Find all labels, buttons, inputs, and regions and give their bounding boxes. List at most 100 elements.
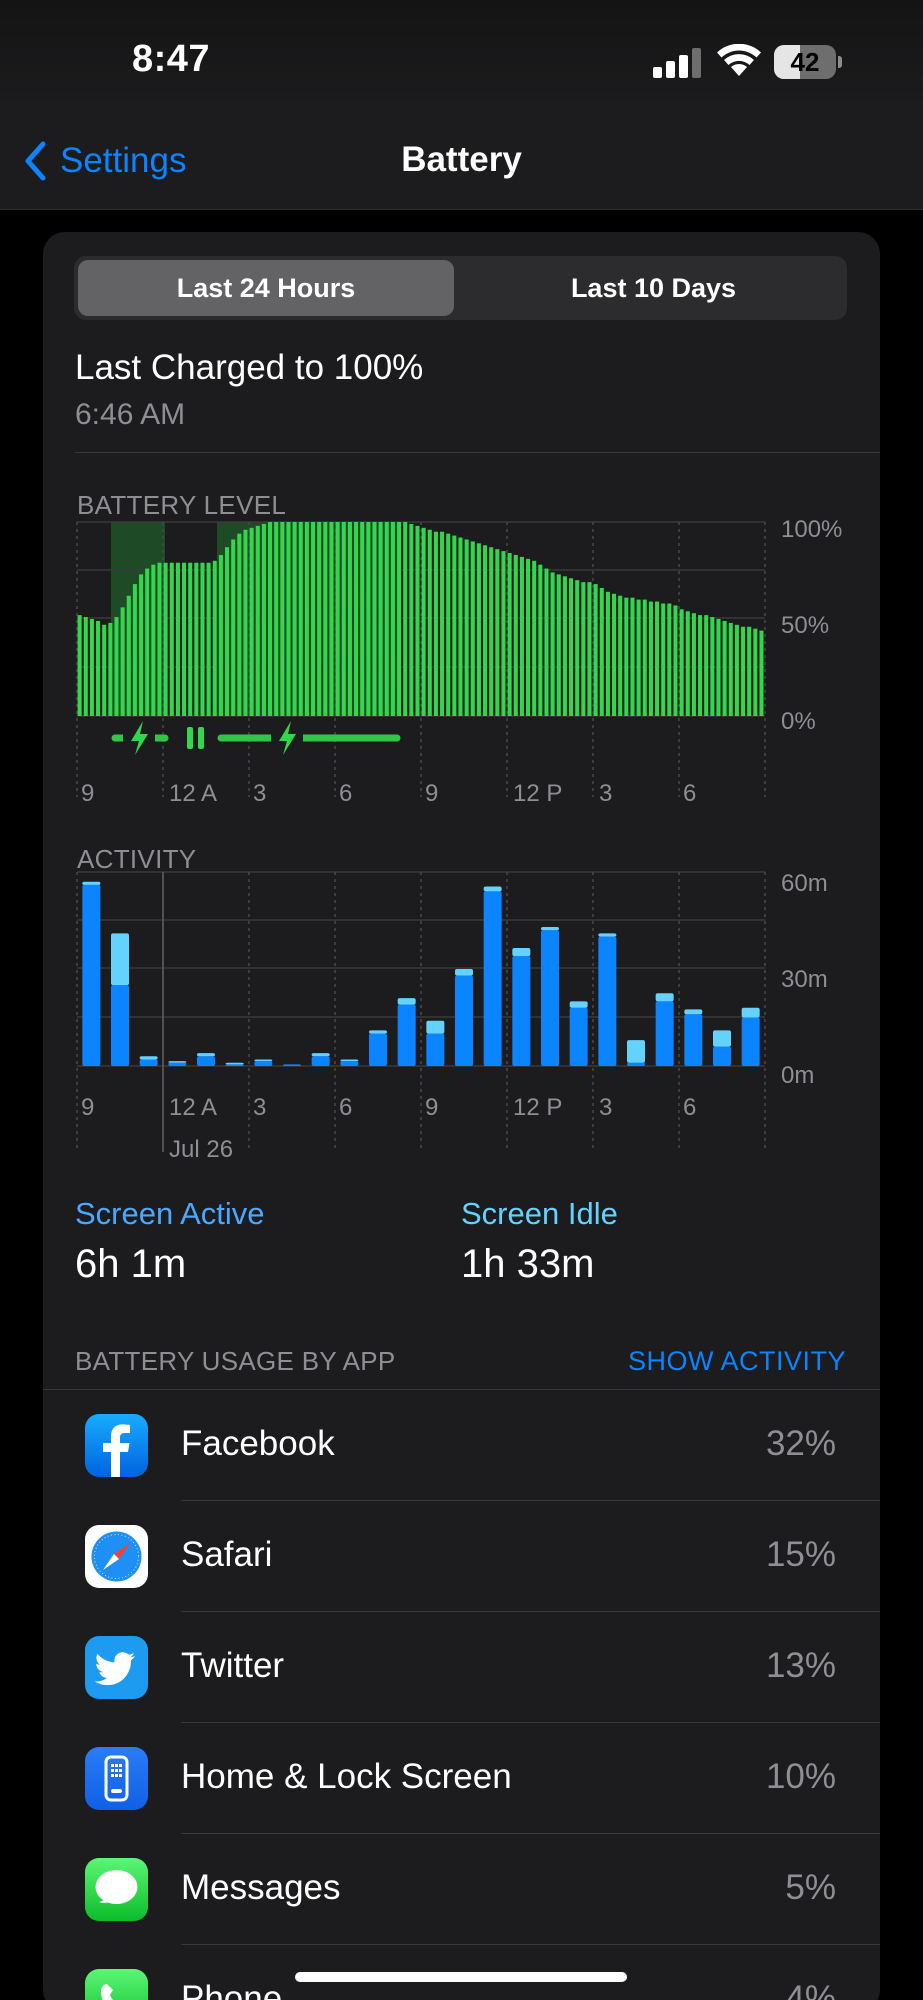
- last-charged-time: 6:46 AM: [75, 398, 186, 431]
- battery-bar: [562, 576, 567, 716]
- battery-bar: [323, 522, 328, 716]
- battery-card: Last 24 Hours Last 10 Days Last Charged …: [43, 232, 880, 2000]
- activity-bar-idle: [197, 1053, 215, 1057]
- page-title: Battery: [401, 140, 522, 179]
- battery-bar: [661, 603, 666, 716]
- battery-bar: [403, 522, 408, 716]
- activity-bar-idle: [82, 881, 101, 885]
- battery-bar: [433, 531, 438, 716]
- battery-bar: [655, 601, 660, 716]
- battery-bar: [532, 560, 537, 716]
- battery-bar: [200, 562, 205, 716]
- status-time: 8:47: [132, 38, 211, 80]
- activity-x-tick: 9: [425, 1094, 439, 1121]
- app-percentage: 5%: [785, 1868, 836, 1907]
- activity-bar-idle: [741, 1007, 760, 1018]
- battery-bar: [157, 562, 162, 716]
- show-activity-button[interactable]: SHOW ACTIVITY: [627, 1346, 846, 1376]
- app-row-safari[interactable]: Safari 15%: [43, 1501, 880, 1612]
- battery-bar: [354, 522, 359, 716]
- activity-bar-active: [82, 884, 101, 1066]
- facebook-icon: [85, 1414, 148, 1477]
- battery-bar: [470, 541, 475, 716]
- segment-last-24-hours[interactable]: Last 24 Hours: [78, 260, 454, 316]
- battery-bar: [292, 522, 297, 716]
- app-name: Home & Lock Screen: [181, 1757, 512, 1796]
- screen-idle-label: Screen Idle: [461, 1196, 618, 1231]
- battery-bar: [182, 562, 187, 716]
- battery-bar: [618, 595, 623, 716]
- battery-bar: [519, 556, 524, 716]
- activity-bar-active: [254, 1061, 273, 1066]
- battery-x-tick: 9: [81, 780, 95, 807]
- activity-bar-active: [684, 1014, 703, 1066]
- battery-percentage: 42: [790, 47, 820, 77]
- home-indicator[interactable]: [295, 1972, 627, 1982]
- screen-active-label: Screen Active: [75, 1196, 265, 1231]
- battery-bar: [329, 522, 334, 716]
- battery-bar: [274, 522, 279, 716]
- battery-bar: [194, 562, 199, 716]
- lightning-icon: [279, 721, 296, 755]
- activity-bar-active: [426, 1033, 445, 1066]
- battery-level-chart: [76, 521, 766, 797]
- activity-bar-idle: [254, 1059, 273, 1062]
- battery-bar: [685, 611, 690, 716]
- app-name: Safari: [181, 1535, 273, 1574]
- battery-bar: [206, 562, 211, 716]
- battery-bar: [753, 628, 758, 716]
- activity-bar-active: [139, 1059, 158, 1066]
- battery-bar: [225, 547, 230, 716]
- battery-bar: [280, 522, 285, 716]
- activity-y-tick: 0m: [781, 1062, 815, 1089]
- battery-bar: [102, 624, 107, 716]
- app-percentage: 10%: [765, 1757, 836, 1796]
- battery-bar: [360, 522, 365, 716]
- app-percentage: 32%: [765, 1424, 836, 1463]
- battery-bar: [575, 580, 580, 716]
- battery-bar: [667, 603, 672, 716]
- app-row-phone[interactable]: Phone 4%: [43, 1945, 880, 2000]
- battery-bar: [261, 523, 266, 716]
- last-charged-title: Last Charged to 100%: [75, 348, 424, 387]
- activity-chart: [76, 871, 766, 1152]
- activity-label: ACTIVITY: [77, 844, 197, 874]
- app-percentage: 13%: [765, 1646, 836, 1685]
- activity-bar-idle: [684, 1009, 703, 1015]
- cellular-signal-icon: [653, 48, 703, 78]
- app-row-home-lock-screen[interactable]: Home & Lock Screen 10%: [43, 1723, 880, 1834]
- activity-bar-active: [168, 1062, 187, 1066]
- app-row-messages[interactable]: Messages 5%: [43, 1834, 880, 1945]
- battery-bar: [384, 522, 389, 716]
- battery-bar: [538, 564, 543, 716]
- battery-bar: [89, 619, 94, 716]
- battery-x-tick: 3: [253, 780, 267, 807]
- battery-bar: [458, 537, 463, 716]
- battery-x-tick: 9: [425, 780, 439, 807]
- activity-bar-active: [713, 1046, 731, 1066]
- activity-bar-active: [741, 1017, 760, 1066]
- battery-bar: [612, 593, 617, 716]
- battery-bar: [298, 522, 303, 716]
- activity-bar-active: [111, 985, 129, 1066]
- battery-bar: [175, 562, 180, 716]
- divider: [43, 1389, 880, 1390]
- battery-bar: [237, 533, 242, 716]
- app-row-facebook[interactable]: Facebook 32%: [43, 1390, 880, 1501]
- battery-bar: [648, 601, 653, 716]
- wifi-icon: [717, 44, 761, 76]
- activity-bar-active: [283, 1064, 301, 1066]
- back-button[interactable]: Settings: [24, 136, 186, 186]
- activity-bar-idle: [225, 1062, 244, 1065]
- app-row-twitter[interactable]: Twitter 13%: [43, 1612, 880, 1723]
- time-range-segmented-control: Last 24 Hours Last 10 Days: [74, 256, 847, 320]
- battery-bar: [212, 560, 217, 716]
- battery-bar: [446, 533, 451, 716]
- battery-bar: [366, 522, 371, 716]
- battery-bar: [151, 564, 156, 716]
- segment-last-10-days[interactable]: Last 10 Days: [570, 273, 737, 303]
- battery-bar: [673, 605, 678, 716]
- activity-bar-idle: [512, 947, 531, 957]
- activity-y-tick: 30m: [781, 966, 828, 993]
- activity-bar-active: [655, 1001, 674, 1066]
